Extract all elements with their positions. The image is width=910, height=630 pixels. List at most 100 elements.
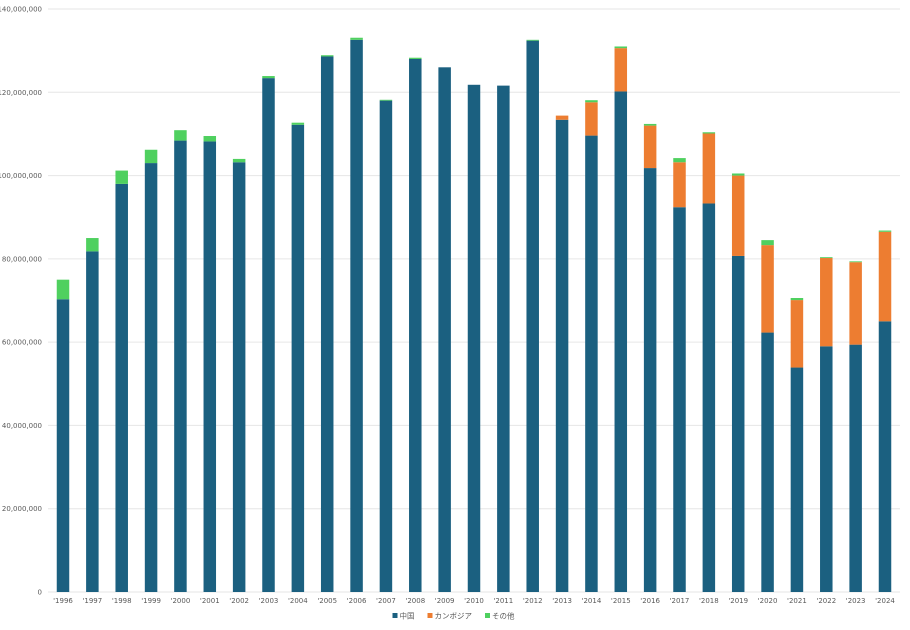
bar-segment-series-2-27 bbox=[849, 261, 862, 263]
bar-segment-series-2-9 bbox=[320, 55, 334, 57]
x-tick-label: '2011 bbox=[493, 597, 513, 605]
x-tick-label: '2013 bbox=[552, 597, 572, 605]
y-tick-label: 60,000,000 bbox=[2, 339, 42, 347]
bar-segment-series-0-14 bbox=[467, 84, 481, 592]
bar-segment-series-1-21 bbox=[673, 162, 686, 208]
x-tick-label: '2023 bbox=[846, 597, 866, 605]
bar-segment-series-2-19 bbox=[614, 46, 628, 49]
bar-segment-series-2-6 bbox=[232, 158, 246, 163]
x-tick-label: '2000 bbox=[171, 597, 191, 605]
bar-segment-series-0-23 bbox=[731, 255, 745, 592]
bar-segment-series-0-28 bbox=[878, 321, 892, 592]
x-tick-label: '2020 bbox=[758, 597, 778, 605]
legend: 中国 カンボジア その他 bbox=[392, 611, 515, 621]
bar-segment-series-0-25 bbox=[790, 367, 804, 592]
bar-segment-series-0-4 bbox=[174, 140, 187, 592]
bar-segment-series-0-9 bbox=[320, 56, 334, 593]
x-tick-label: '2010 bbox=[464, 597, 484, 605]
x-tick-label: '1997 bbox=[82, 597, 102, 605]
x-tick-label: '1999 bbox=[141, 597, 161, 605]
x-tick-label: '2015 bbox=[611, 597, 631, 605]
bar-segment-series-2-25 bbox=[790, 298, 804, 301]
bar-segment-series-0-26 bbox=[820, 346, 833, 592]
x-axis-tick-labels: '1996 '1997 '1998 '1999 '2000 '2001 '2002 '2003… bbox=[53, 597, 895, 605]
bar-segment-series-1-26 bbox=[820, 258, 833, 347]
y-tick-label: 0 bbox=[38, 589, 42, 597]
bar-segment-series-2-0 bbox=[56, 279, 70, 300]
bar-segment-series-2-7 bbox=[262, 76, 275, 79]
x-tick-label: '2017 bbox=[670, 597, 690, 605]
bar-segment-series-0-3 bbox=[144, 163, 158, 593]
bar-segment-series-0-27 bbox=[849, 344, 862, 592]
bar-segment-series-0-21 bbox=[673, 207, 686, 592]
bar-segment-series-2-21 bbox=[673, 158, 686, 163]
y-tick-label: 100,000,000 bbox=[0, 172, 42, 180]
bar-segment-series-0-19 bbox=[614, 91, 628, 593]
bar-segment-series-0-11 bbox=[379, 100, 393, 592]
x-tick-label: '2021 bbox=[787, 597, 807, 605]
bar-segment-series-1-24 bbox=[761, 245, 774, 333]
bar-segment-series-2-23 bbox=[731, 173, 745, 176]
bar-segment-series-0-0 bbox=[56, 299, 70, 592]
bar-segment-series-0-10 bbox=[350, 39, 363, 592]
x-tick-label: '2019 bbox=[728, 597, 748, 605]
bar-segment-series-0-20 bbox=[643, 168, 657, 592]
bar-segment-series-1-20 bbox=[643, 125, 657, 169]
bar-segment-series-0-7 bbox=[262, 78, 275, 593]
x-tick-label: '2018 bbox=[699, 597, 719, 605]
y-tick-label: 80,000,000 bbox=[2, 255, 42, 263]
y-axis-tick-labels: 0 20,000,000 40,000,000 60,000,000 80,000,00… bbox=[0, 6, 42, 597]
bar-segment-series-0-8 bbox=[291, 124, 305, 592]
bar-segment-series-1-25 bbox=[790, 300, 804, 368]
x-tick-label: '2014 bbox=[582, 597, 602, 605]
bar-segment-series-2-18 bbox=[585, 100, 598, 103]
x-tick-label: '2006 bbox=[347, 597, 367, 605]
x-tick-label: '2009 bbox=[435, 597, 455, 605]
y-tick-label: 40,000,000 bbox=[2, 422, 42, 430]
x-tick-label: '2001 bbox=[200, 597, 220, 605]
bar-segment-series-2-20 bbox=[643, 123, 657, 126]
y-tick-label: 140,000,000 bbox=[0, 6, 42, 14]
bar-segment-series-2-3 bbox=[144, 149, 158, 164]
x-tick-label: '2002 bbox=[229, 597, 249, 605]
bar-segment-series-2-12 bbox=[409, 57, 422, 59]
bar-segment-series-0-17 bbox=[555, 119, 569, 593]
x-tick-label: '2004 bbox=[288, 597, 308, 605]
bar-segment-series-1-17 bbox=[555, 115, 569, 120]
bar-segment-series-2-16 bbox=[526, 39, 539, 41]
bar-segment-series-2-28 bbox=[878, 230, 892, 232]
bar-segment-series-0-6 bbox=[232, 162, 246, 592]
bar-segment-series-1-19 bbox=[614, 48, 628, 92]
legend-swatch bbox=[392, 613, 398, 618]
x-tick-label: '2022 bbox=[816, 597, 836, 605]
bar-segment-series-0-22 bbox=[702, 203, 716, 592]
bar-segment-series-0-15 bbox=[497, 85, 510, 592]
x-tick-label: '1998 bbox=[112, 597, 132, 605]
bar-segment-series-0-1 bbox=[86, 251, 99, 592]
y-tick-label: 20,000,000 bbox=[2, 505, 42, 513]
bar-segment-series-2-26 bbox=[820, 257, 833, 259]
bar-segment-series-0-16 bbox=[526, 40, 539, 593]
legend-label: その他 bbox=[492, 611, 515, 621]
bar-segment-series-2-8 bbox=[291, 122, 305, 125]
x-tick-label: '2024 bbox=[875, 597, 895, 605]
legend-swatch bbox=[485, 613, 490, 618]
bar-segment-series-2-2 bbox=[115, 170, 128, 184]
bar-segment-series-0-5 bbox=[203, 141, 217, 592]
x-tick-label: '2003 bbox=[259, 597, 279, 605]
bar-segment-series-0-2 bbox=[115, 183, 128, 592]
bars bbox=[56, 37, 892, 593]
x-tick-label: '2007 bbox=[376, 597, 396, 605]
bar-segment-series-1-28 bbox=[878, 231, 892, 322]
bar-segment-series-2-24 bbox=[761, 240, 774, 246]
bar-segment-series-0-18 bbox=[585, 135, 598, 592]
bar-segment-series-2-11 bbox=[379, 99, 393, 101]
bar-segment-series-1-22 bbox=[702, 133, 716, 204]
bar-segment-series-2-5 bbox=[203, 136, 217, 142]
bar-segment-series-2-1 bbox=[86, 238, 99, 252]
y-tick-label: 120,000,000 bbox=[0, 89, 42, 97]
bar-segment-series-2-10 bbox=[350, 37, 363, 40]
bar-segment-series-0-12 bbox=[409, 58, 422, 592]
